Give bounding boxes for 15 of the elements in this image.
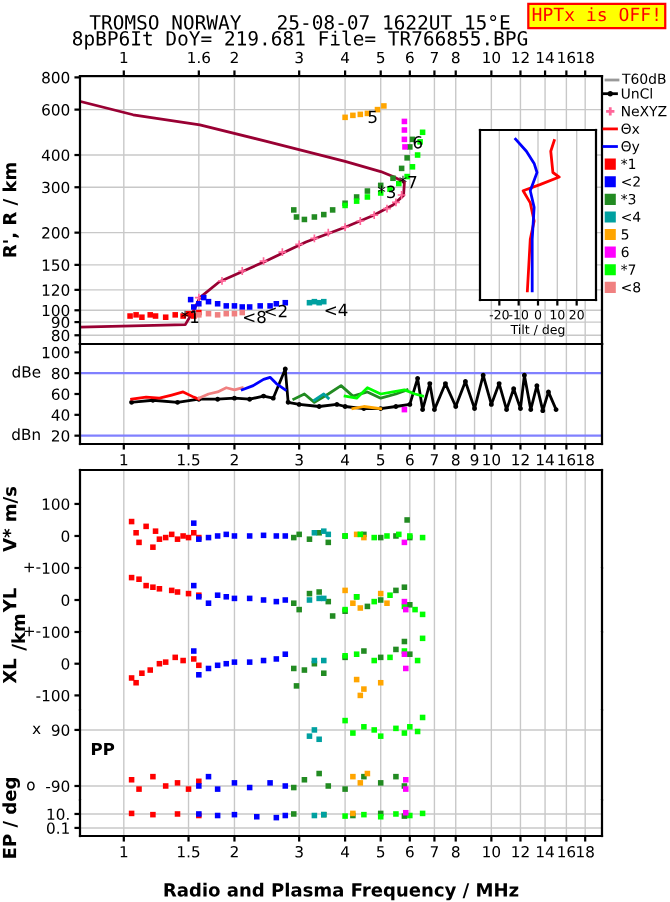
annotation: PP — [91, 742, 115, 756]
text: /km — [11, 614, 27, 651]
annotation: <4 — [325, 303, 348, 316]
text: HPTx is OFF! — [532, 7, 658, 22]
chart-title: TROMSO NORWAY 25-08-07 1622UT 15°E — [89, 14, 510, 30]
y-axis-title: YL — [3, 588, 17, 613]
annotation: <2 — [265, 304, 287, 318]
y-axis-title: XL — [3, 658, 17, 684]
chart-subtitle: 8pBP6It DoY= 219.681 File= TR766855.BPG — [72, 30, 528, 50]
x-axis-title: Radio and Plasma Frequency / MHz — [164, 882, 519, 901]
annotation: 5 — [368, 110, 377, 124]
y-axis-title: EP / deg — [2, 778, 20, 858]
y-axis-title: R', R / km — [2, 163, 19, 257]
annotation: <8 — [244, 310, 266, 324]
y-axis-title: V* m/s — [2, 486, 18, 552]
